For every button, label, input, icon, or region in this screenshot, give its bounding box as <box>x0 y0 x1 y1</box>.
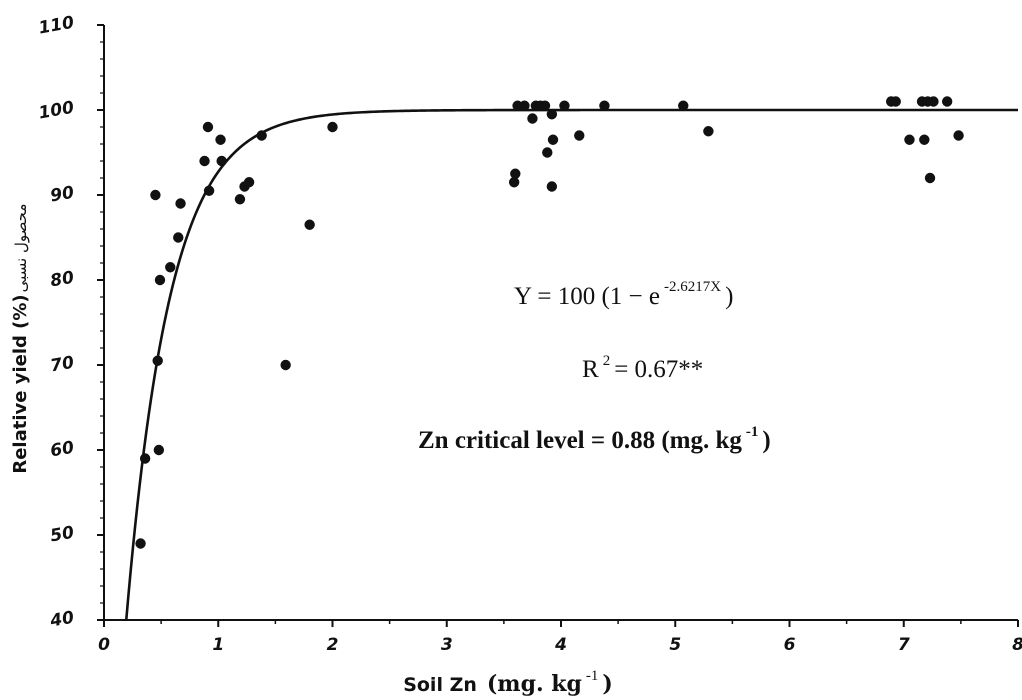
x-tick-label: 2 <box>327 635 339 655</box>
data-point <box>599 100 610 111</box>
data-point <box>243 177 255 188</box>
data-point <box>256 130 267 141</box>
r2-superscript: 2 <box>603 353 611 369</box>
critical-level-annotation: Zn critical level = 0.88 (mg. kg -1 ) <box>418 423 771 454</box>
data-point <box>135 538 146 549</box>
data-point <box>508 177 520 188</box>
data-point <box>152 355 163 366</box>
x-tick-label: 5 <box>669 635 681 655</box>
r2-annotation: R 2 = 0.67** <box>582 352 703 383</box>
axes <box>103 25 1018 621</box>
critical-level-close: ) <box>762 427 770 454</box>
x-axis-label-exp: -1 <box>586 668 599 684</box>
y-tick-label: 80 <box>49 268 76 292</box>
fit-curve <box>124 108 1018 621</box>
data-point <box>953 130 964 141</box>
data-point <box>199 155 210 167</box>
x-axis-label-main: Soil Zn <box>403 674 477 696</box>
x-axis-ticks: 0 1 2 3 4 5 6 7 8 <box>98 620 1022 655</box>
data-point <box>546 181 558 192</box>
data-point <box>150 189 161 201</box>
data-point <box>547 134 559 145</box>
data-point <box>510 168 521 179</box>
x-tick-label: 8 <box>1012 635 1022 655</box>
equation-text: Y = 100 (1 − e <box>514 283 660 310</box>
x-tick-label: 3 <box>441 635 453 655</box>
data-point <box>559 100 570 111</box>
data-point <box>153 444 165 456</box>
data-point <box>574 130 585 141</box>
data-point <box>280 359 291 371</box>
data-point <box>519 100 530 111</box>
data-point <box>928 96 939 107</box>
x-tick-label: 4 <box>554 635 567 655</box>
data-point <box>175 198 186 209</box>
data-point <box>542 147 553 158</box>
data-point <box>173 232 184 243</box>
data-point <box>139 453 151 464</box>
data-point <box>216 155 227 167</box>
data-point <box>904 134 915 145</box>
data-point <box>165 262 176 273</box>
r2-value: = 0.67** <box>614 356 703 383</box>
y-axis-label-arabic: محصول نسبی <box>12 204 30 293</box>
r2-label: R <box>582 356 599 383</box>
fit-curve-layer <box>124 108 1018 621</box>
critical-level-exp: -1 <box>746 424 759 440</box>
x-tick-label: 6 <box>784 635 796 655</box>
y-tick-label: 60 <box>49 438 76 462</box>
data-point <box>304 219 315 230</box>
x-tick-label: 7 <box>898 635 910 655</box>
data-point <box>924 172 936 184</box>
critical-level-text: Zn critical level = 0.88 (mg. kg <box>418 427 742 454</box>
x-tick-label: 0 <box>98 635 110 655</box>
y-axis-ticks: 40 50 60 70 80 90 100 110 <box>37 13 104 632</box>
data-point <box>215 134 226 145</box>
data-point <box>941 96 953 107</box>
data-point <box>919 134 930 145</box>
y-tick-label: 110 <box>37 13 76 39</box>
equation-exponent: -2.6217X <box>664 279 721 295</box>
x-axis-label-unit: (mg. kg <box>487 671 582 697</box>
y-tick-label: 90 <box>49 183 76 207</box>
data-point <box>703 126 714 137</box>
data-point <box>327 121 338 133</box>
x-axis-label-close: ) <box>602 671 612 697</box>
data-point <box>234 194 246 205</box>
y-tick-label: 70 <box>49 353 76 377</box>
y-tick-label: 50 <box>49 523 76 547</box>
equation-close: ) <box>725 283 733 310</box>
data-point <box>202 121 214 133</box>
data-points <box>135 96 964 549</box>
y-axis-label: Relative yield (%) <box>10 294 31 473</box>
data-point <box>539 100 551 111</box>
y-tick-label: 100 <box>37 98 76 124</box>
x-tick-label: 1 <box>212 635 224 655</box>
equation-annotation: Y = 100 (1 − e -2.6217X ) <box>514 278 733 310</box>
x-axis-label: Soil Zn (mg. kg -1 ) <box>403 667 613 697</box>
y-tick-label: 40 <box>48 608 76 632</box>
data-point <box>527 113 538 124</box>
data-point <box>546 109 558 120</box>
data-point <box>890 96 901 107</box>
data-point <box>678 100 689 111</box>
data-point <box>154 274 166 286</box>
data-point <box>203 185 215 196</box>
